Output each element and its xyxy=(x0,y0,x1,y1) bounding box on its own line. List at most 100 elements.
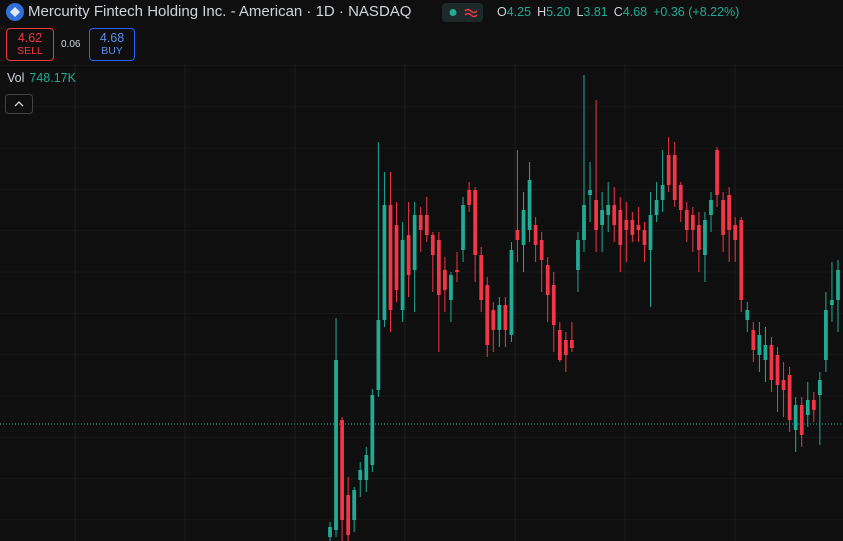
grid xyxy=(0,64,843,541)
candle-body xyxy=(576,240,580,270)
candle-body xyxy=(551,285,556,325)
candle-body xyxy=(533,225,538,245)
candle-body xyxy=(697,225,701,250)
buy-button[interactable]: 4.68 BUY xyxy=(89,28,135,61)
candle-body xyxy=(745,310,750,320)
low-value: 3.81 xyxy=(583,5,608,19)
candle-body xyxy=(739,220,744,300)
candle-body xyxy=(678,185,683,210)
candle-body xyxy=(836,270,840,300)
candle-body xyxy=(660,185,665,200)
candle-body xyxy=(727,195,732,230)
candle-body xyxy=(787,375,792,420)
buy-price: 4.68 xyxy=(99,31,125,45)
candle-body xyxy=(830,300,834,305)
candle-body xyxy=(370,395,375,465)
buy-label: BUY xyxy=(101,45,123,57)
high-label: H xyxy=(537,5,547,19)
candle-body xyxy=(563,340,568,355)
candle-body xyxy=(455,270,459,272)
candle-body xyxy=(648,215,653,250)
market-open-dot xyxy=(449,9,457,16)
candle-body xyxy=(521,210,526,245)
candle-body xyxy=(503,305,508,330)
candle-body xyxy=(449,275,453,300)
candle-body xyxy=(570,340,574,348)
candle-body xyxy=(497,305,502,330)
sell-label: SELL xyxy=(17,45,43,57)
candle-body xyxy=(811,400,816,410)
candle-body xyxy=(515,230,520,240)
candle-body xyxy=(509,250,514,335)
candle-body xyxy=(376,320,381,390)
high-value: 5.20 xyxy=(546,5,571,19)
candle-body xyxy=(557,330,562,360)
open-label: O xyxy=(497,5,507,19)
candle-body xyxy=(612,205,617,225)
candle-body xyxy=(769,345,774,380)
low-label: L xyxy=(576,5,584,19)
candle-body xyxy=(430,235,435,255)
ohlc-legend: O4.25 H5.20 L3.81 C4.68 +0.36 (+8.22%) xyxy=(497,5,745,19)
candle-body xyxy=(443,270,447,290)
spread: 0.06 xyxy=(61,39,81,50)
candle-body xyxy=(642,230,647,245)
candle-body xyxy=(799,405,804,435)
open-value: 4.25 xyxy=(506,5,532,19)
candle-body xyxy=(588,190,592,195)
candle-body xyxy=(733,225,738,240)
candle-body xyxy=(751,330,756,350)
candle-body xyxy=(418,215,423,230)
candle-body xyxy=(527,180,532,230)
close-label: C xyxy=(613,5,623,19)
volume-legend: Vol 748.17K xyxy=(7,71,76,85)
candle-body xyxy=(817,380,822,395)
candle-body xyxy=(606,205,611,215)
collapse-button[interactable] xyxy=(5,94,33,114)
candle-body xyxy=(636,225,641,230)
candle-body xyxy=(654,200,659,215)
candle-body xyxy=(485,285,490,345)
candle-body xyxy=(690,215,695,230)
candle-body xyxy=(352,490,357,520)
status-pill[interactable] xyxy=(442,3,483,22)
candle-body xyxy=(703,220,707,255)
logo-mark xyxy=(10,7,20,17)
candle-body xyxy=(721,200,725,235)
candle-body xyxy=(805,400,810,415)
candle-body xyxy=(600,210,605,225)
candle-body xyxy=(340,420,344,520)
candle-body xyxy=(781,380,786,390)
candle-body xyxy=(424,215,429,235)
candle-body xyxy=(666,155,671,185)
candle-body xyxy=(715,150,719,195)
sell-button[interactable]: 4.62 SELL xyxy=(6,28,54,61)
candle-body xyxy=(618,210,623,245)
candle-body xyxy=(436,240,441,295)
close-value: 4.68 xyxy=(622,5,648,19)
candle-body xyxy=(382,205,387,320)
candle-body xyxy=(684,210,689,230)
candle-body xyxy=(793,405,798,430)
candle-body xyxy=(388,205,393,310)
symbol-title: Mercurity Fintech Holding Inc. - America… xyxy=(28,3,412,20)
candle-body xyxy=(479,255,484,300)
candle-body xyxy=(406,235,411,275)
candle-body xyxy=(467,190,471,205)
candle-body xyxy=(757,335,762,355)
sell-price: 4.62 xyxy=(17,31,43,45)
candle-body xyxy=(672,155,677,200)
volume-label: Vol xyxy=(7,71,25,85)
candle-body xyxy=(630,220,635,235)
change-value: +0.36 (+8.22%) xyxy=(653,5,740,19)
candle-body xyxy=(328,527,332,537)
candle-body xyxy=(539,240,544,260)
candle-body xyxy=(624,220,629,230)
candle-body xyxy=(545,265,550,295)
candle-body xyxy=(594,200,598,230)
candle-body xyxy=(709,200,713,215)
candle-body xyxy=(364,455,369,480)
chevron-up xyxy=(14,101,24,107)
